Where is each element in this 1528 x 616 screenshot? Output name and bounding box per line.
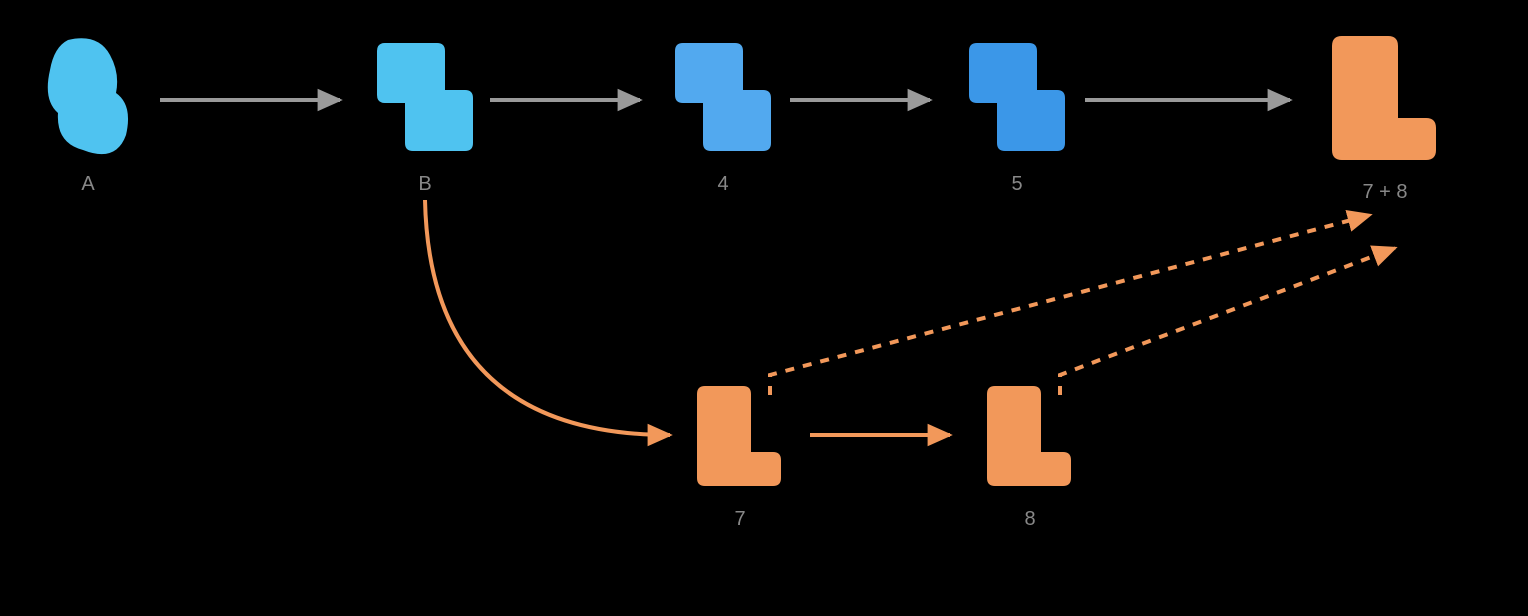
edge-B-F — [425, 200, 670, 435]
flowchart-diagram: A B 4 5 7 + 8 7 — [0, 0, 1528, 616]
node-G: 8 — [985, 380, 1075, 531]
z-tetromino-shape — [673, 35, 773, 155]
node-label: A — [81, 173, 94, 196]
edge-G-E — [1060, 248, 1395, 395]
node-label: 7 + 8 — [1362, 181, 1407, 204]
edge-F-E — [770, 215, 1370, 395]
node-F: 7 — [695, 380, 785, 531]
node-label: 4 — [717, 173, 728, 196]
node-label: B — [418, 173, 431, 196]
node-D: 5 — [967, 35, 1067, 196]
z-tetromino-shape — [375, 35, 475, 155]
l-tetromino-shape — [1330, 28, 1440, 163]
node-label: 5 — [1011, 173, 1022, 196]
l-tetromino-shape — [695, 380, 785, 490]
z-tetromino-shape — [967, 35, 1067, 155]
node-A: A — [38, 35, 138, 196]
node-E: 7 + 8 — [1330, 28, 1440, 204]
l-tetromino-shape — [985, 380, 1075, 490]
node-C: 4 — [673, 35, 773, 196]
node-label: 8 — [1024, 508, 1035, 531]
node-B: B — [375, 35, 475, 196]
blob-shape — [38, 35, 138, 155]
node-label: 7 — [734, 508, 745, 531]
